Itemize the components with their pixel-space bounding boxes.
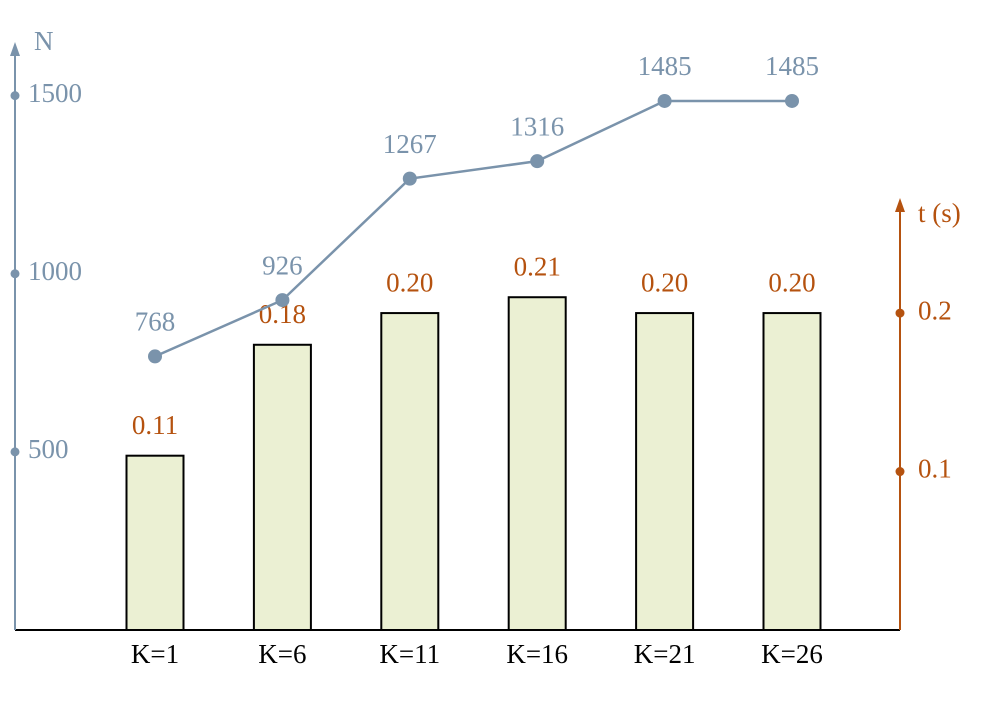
y2-axis-arrow	[895, 198, 905, 212]
bar-value-label: 0.21	[514, 251, 561, 281]
y-axis-arrow	[10, 42, 20, 56]
line-value-label: 1485	[638, 51, 692, 81]
line	[154, 99, 792, 358]
x-tick-label: K=21	[634, 639, 696, 669]
y-tick-label: 1000	[28, 256, 82, 286]
line-point	[530, 154, 545, 169]
line-value-label: 1267	[383, 129, 437, 159]
bar	[635, 312, 695, 631]
x-tick-label: K=11	[379, 639, 440, 669]
y-tick-label: 500	[28, 434, 69, 464]
line-point	[148, 349, 162, 364]
line-value-label: 1485	[765, 51, 819, 81]
line-point	[657, 93, 672, 108]
y-tick	[10, 269, 20, 279]
y2-axis-label: t (s)	[918, 198, 961, 228]
line-value-label: 926	[262, 250, 303, 280]
x-tick-label: K=6	[258, 639, 306, 669]
bar-value-label: 0.20	[386, 267, 433, 297]
line-point	[785, 93, 799, 108]
x-tick-label: K=26	[761, 639, 823, 669]
y-tick-label: 1500	[28, 78, 82, 108]
bar	[507, 296, 567, 631]
x-tick-label: K=1	[131, 639, 179, 669]
y-axis-label: N	[34, 26, 54, 56]
y2-tick-label: 0.1	[918, 454, 952, 484]
bar-value-label: 0.11	[132, 410, 178, 440]
line-point	[402, 171, 417, 186]
bar-value-label: 0.20	[768, 267, 815, 297]
bar	[762, 312, 822, 631]
y-tick	[10, 447, 20, 457]
x-tick-label: K=16	[506, 639, 568, 669]
bar	[252, 343, 312, 631]
line-value-label: 1316	[510, 111, 564, 141]
bar	[125, 454, 185, 632]
bar-value-label: 0.20	[641, 267, 688, 297]
line-value-label: 768	[135, 307, 176, 337]
y2-tick-label: 0.2	[918, 295, 952, 325]
y-tick	[10, 91, 20, 101]
y2-tick	[895, 467, 905, 477]
y2-tick	[895, 308, 905, 318]
bar	[380, 312, 440, 631]
line-point	[275, 293, 290, 308]
